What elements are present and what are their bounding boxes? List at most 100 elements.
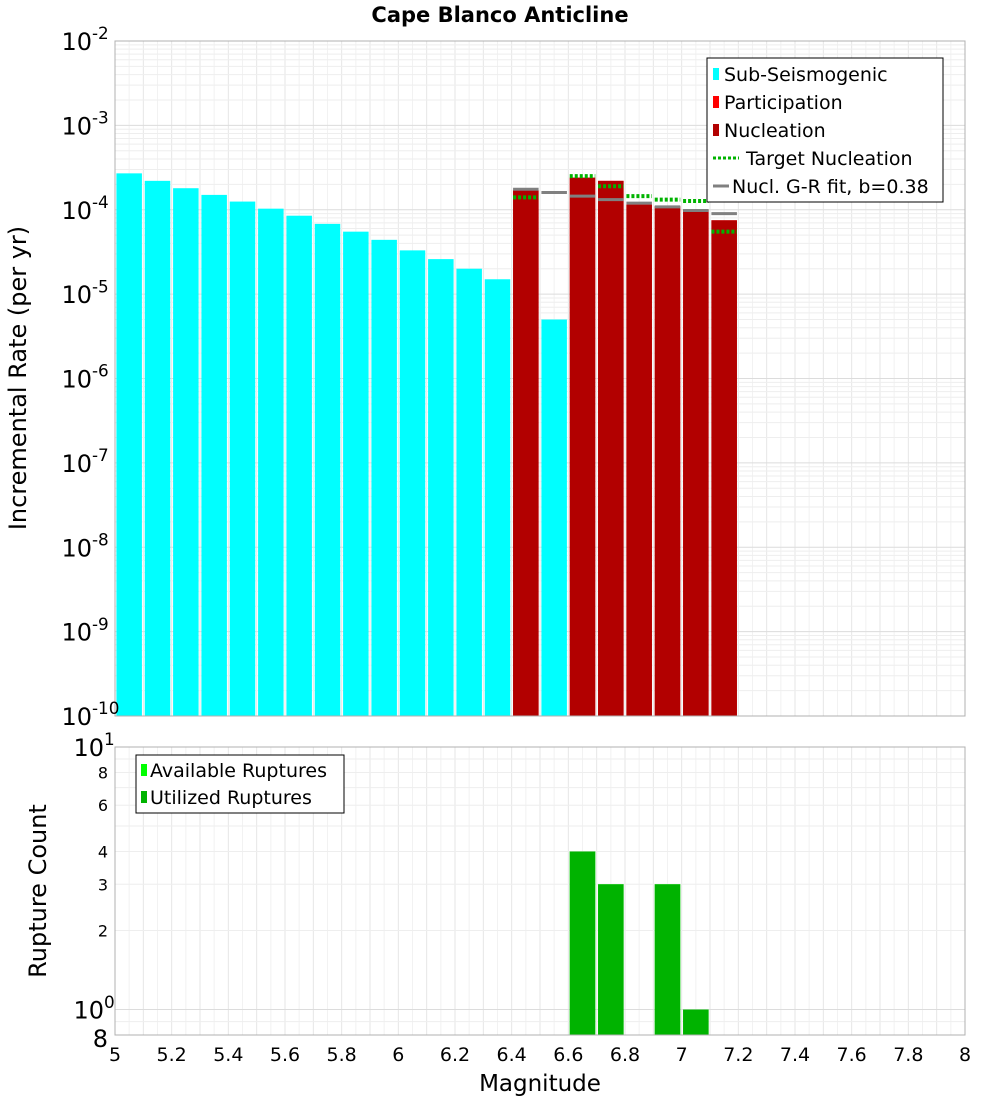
tick-label-base: 10 [61,619,92,647]
legend-swatch [713,96,719,108]
x-tick-label: 6.4 [497,1044,527,1066]
nucleation-bar [598,180,624,716]
x-tick-label: 7.4 [780,1044,810,1066]
legend-label: Utilized Ruptures [150,787,312,809]
sub-seismogenic-bar [484,279,511,716]
x-tick-label: 5.6 [270,1044,300,1066]
x-tick-label: 5.2 [157,1044,187,1066]
bottom-plot-marks [569,851,709,1035]
tick-label-base: 10 [61,281,92,309]
tick-label-base: 10 [61,366,92,394]
sub-seismogenic-bar [229,201,256,716]
sub-seismogenic-bar [286,215,312,717]
top-plot-frame [114,40,966,717]
x-axis: 5 5.2 5.4 5.6 5.8 6 6.2 6.4 6.6 6.8 7 7.2 7.4 7.6 7.8 8 [109,1044,971,1066]
tick-label-exponent: -7 [92,445,109,465]
top-legend: Sub-Seismogenic Participation Nucleation Ta… [706,57,944,203]
legend-swatch [713,124,719,136]
nucleation-bar [626,204,652,717]
nucleation-bar [513,190,539,716]
x-tick-label: 5 [109,1044,121,1066]
legend-label: Target Nucleation [745,148,913,170]
x-tick-label: 7.6 [837,1044,867,1066]
legend-label: Nucl. G-R fit, b=0.38 [732,176,929,198]
tick-label-base: 10 [73,997,104,1025]
tick-label-exponent: -10 [92,698,119,718]
y-tick-label: 10 -10 [61,698,119,731]
x-tick-label: 6.6 [553,1044,583,1066]
y-tick-label: 10 -8 [61,529,108,562]
y-tick-label: 4 [98,842,108,861]
sub-seismogenic-bar [428,259,454,716]
bottom-plot-frame [114,746,966,1036]
x-tick-label: 7 [676,1044,688,1066]
x-axis-label: Magnitude [479,1071,601,1097]
legend-label: Nucleation [724,120,826,142]
tick-label-base: 10 [61,534,92,562]
tick-label-base: 10 [61,703,92,731]
legend-swatch [141,764,147,776]
tick-label-exponent: -6 [92,361,109,381]
tick-label-exponent: -9 [92,614,109,634]
sub-seismogenic-bar [144,180,171,716]
y-tick-label: 2 [98,922,108,941]
chart-title: Cape Blanco Anticline [371,3,628,27]
x-tick-label: 8 [959,1044,971,1066]
sub-seismogenic-bar [371,239,397,716]
y-tick-label: 10 -4 [61,192,108,225]
y-tick-label: 10 -7 [61,445,108,478]
x-tick-label: 6.2 [440,1044,470,1066]
tick-label-base: 10 [73,734,104,762]
legend-swatch [141,791,147,803]
tick-label-exponent: -5 [92,276,109,296]
nucleation-bar [711,220,737,717]
legend-box [135,754,345,814]
top-y-axis-label: Incremental Rate (per yr) [4,226,32,530]
sub-seismogenic-bar [314,223,341,716]
tick-label-exponent: -4 [92,192,109,212]
utilized-ruptures-bar [683,1009,709,1035]
x-tick-label: 5.8 [327,1044,357,1066]
utilized-ruptures-bar [654,884,681,1035]
sub-seismogenic-bar [258,208,284,716]
tick-label-exponent: 0 [104,992,115,1012]
sub-seismogenic-bar [116,173,142,716]
nucleation-bar [654,206,681,716]
nucleation-bar [683,209,709,716]
sub-seismogenic-bar [343,231,369,716]
tick-label-base: 10 [61,450,92,478]
y-tick-label: 10 -2 [61,23,108,56]
utilized-ruptures-bar [569,851,596,1035]
legend-swatch [713,68,719,80]
y-tick-label: 10 0 [73,992,114,1025]
tick-label-exponent: -8 [92,529,109,549]
legend-label: Sub-Seismogenic [724,64,888,86]
tick-label-base: 10 [61,197,92,225]
tick-label-base: 10 [61,112,92,140]
sub-seismogenic-bar [399,250,426,717]
sub-seismogenic-bar [201,194,227,716]
top-plot-marks [116,173,737,717]
x-tick-label: 7.2 [723,1044,753,1066]
y-tick-label: 8 [93,1025,108,1053]
y-tick-label: 10 -9 [61,614,108,647]
legend-label: Available Ruptures [150,760,327,782]
bottom-y-axis-label: Rupture Count [24,804,52,978]
y-tick-label: 8 [98,763,108,782]
y-tick-label: 10 -3 [61,108,108,141]
y-tick-label: 3 [98,875,108,894]
sub-seismogenic-bar [173,188,199,717]
tick-label-exponent: 1 [104,729,115,749]
x-tick-label: 6 [392,1044,404,1066]
x-tick-label: 6.8 [610,1044,640,1066]
legend-box [706,57,944,203]
y-tick-label: 10 1 [73,729,114,762]
tick-label-base: 10 [61,28,92,56]
tick-label-exponent: -2 [92,23,109,43]
tick-label-exponent: -3 [92,108,109,128]
legend-label: Participation [724,92,843,114]
bottom-legend: Available Ruptures Utilized Ruptures [135,754,345,814]
x-tick-label: 5.4 [213,1044,243,1066]
